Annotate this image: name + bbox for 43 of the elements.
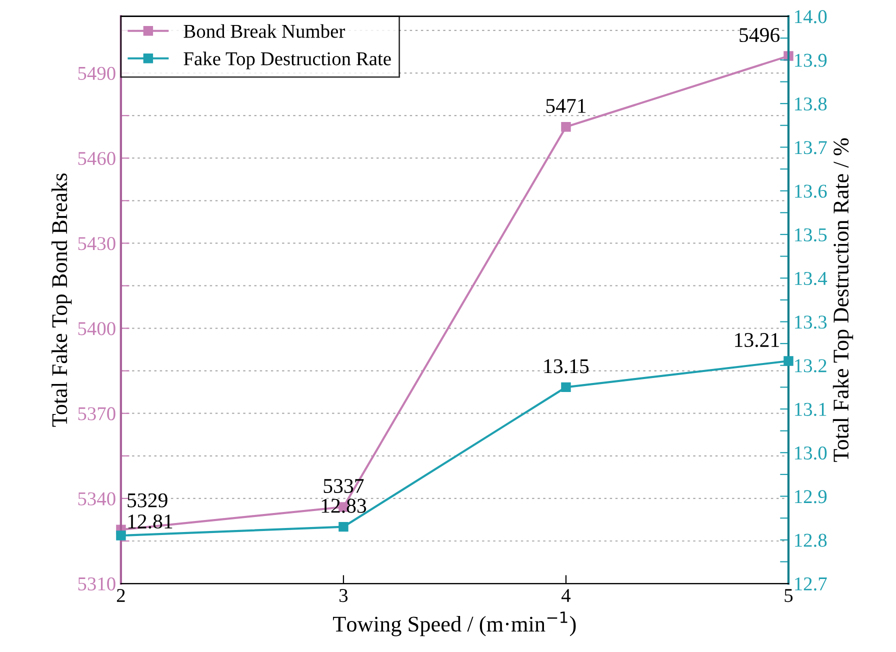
y2-tick-label: 13.3 — [795, 316, 827, 329]
y-tick-label: 5340 — [78, 492, 116, 506]
y-tick-label: 5310 — [78, 577, 116, 590]
y2-tick-label: 13.4 — [795, 272, 828, 286]
point — [338, 522, 348, 532]
data-label: 5496 — [740, 28, 780, 42]
legend-label: Bond Break Number — [184, 24, 346, 38]
y2-tick-label: 13.9 — [795, 54, 827, 67]
y-axis-title: Total Fake Top Bond Breaks — [52, 173, 72, 427]
y2-tick-label: 13.0 — [795, 446, 827, 460]
y-tick-label: 5400 — [78, 322, 116, 336]
y2-tick-label: 13.2 — [795, 359, 826, 372]
y2-tick-label: 13.8 — [795, 97, 827, 111]
data-label: 5329 — [128, 493, 168, 508]
y2-axis-title: Total Fake Top Destruction Rate / % — [832, 138, 854, 462]
data-label: 13.21 — [735, 333, 779, 348]
y2-tick-label: 13.6 — [795, 184, 827, 198]
x-tick-label: 5 — [784, 589, 793, 602]
legend-label: Fake Top Destruction Rate — [184, 52, 391, 70]
x-tick-label: 2 — [116, 589, 125, 602]
point — [561, 382, 571, 392]
x-tick-label: 3 — [340, 589, 348, 602]
y2-tick-label: 14.0 — [795, 10, 827, 24]
point — [561, 122, 571, 132]
point — [116, 530, 126, 540]
data-label: 12.83 — [322, 498, 366, 513]
data-label: 5337 — [324, 479, 364, 494]
y-tick-label: 5460 — [78, 152, 116, 166]
y-tick-label: 5430 — [78, 237, 116, 250]
y-tick-label: 5490 — [78, 66, 116, 80]
point — [784, 356, 794, 366]
x-axis-title: Towing Speed / (m·min$^{−1}$) — [333, 612, 576, 636]
y2-tick-label: 12.8 — [795, 534, 827, 547]
y2-tick-label: 12.7 — [795, 577, 827, 591]
y2-tick-label: 12.9 — [795, 490, 827, 504]
data-label: 13.15 — [544, 359, 589, 374]
y2-tick-label: 13.5 — [795, 228, 827, 242]
y-tick-label: 5370 — [78, 407, 116, 420]
y2-tick-label: 13.7 — [795, 141, 827, 154]
x-tick-label: 4 — [561, 589, 571, 602]
data-label: 5471 — [546, 99, 586, 113]
y2-tick-label: 13.1 — [795, 402, 826, 416]
data-label: 12.81 — [128, 514, 172, 529]
